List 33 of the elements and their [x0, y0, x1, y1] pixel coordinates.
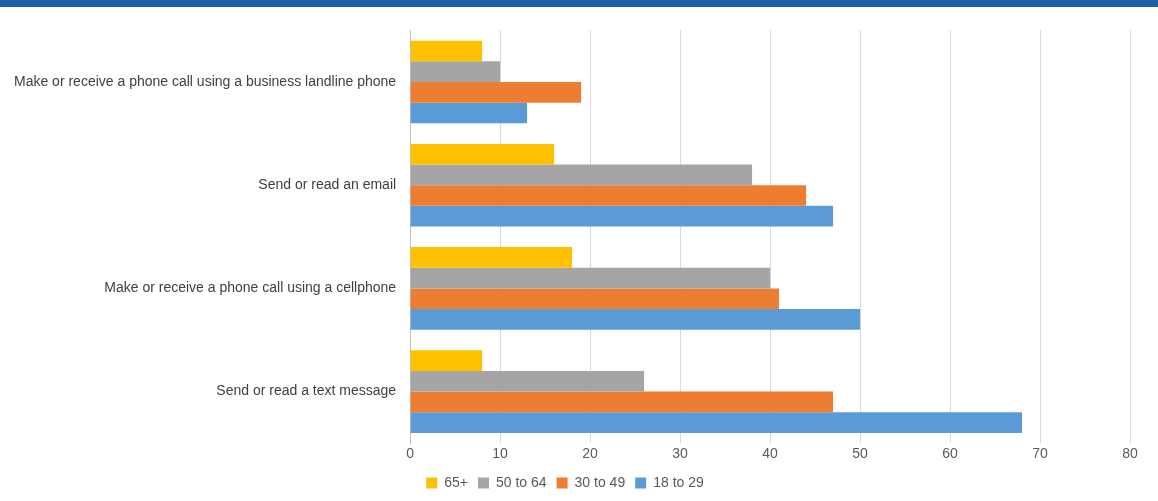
bar [410, 102, 528, 124]
y-tick-label: Make or receive a phone call using a business landline phone [14, 72, 397, 89]
x-tick-label: 10 [492, 445, 509, 462]
x-tick-label: 20 [582, 445, 599, 462]
x-tick-label: 60 [942, 445, 959, 462]
legend-label: 50 to 64 [495, 473, 547, 490]
bar [410, 267, 771, 289]
y-tick-label: Send or read a text message [216, 382, 397, 399]
bar [410, 40, 483, 62]
legend-label: 65+ [444, 473, 468, 490]
bar [410, 412, 1023, 433]
bar [410, 82, 582, 103]
y-tick-label: Make or receive a phone call using a cellphone [104, 279, 397, 296]
y-tick-label: Send or read an email [258, 176, 397, 193]
bar [410, 391, 834, 413]
bar [410, 143, 555, 165]
bar [410, 164, 753, 186]
bar [410, 185, 807, 206]
x-tick-label: 0 [406, 445, 415, 462]
bar [410, 205, 834, 227]
bar [410, 61, 501, 82]
x-tick-label: 40 [762, 445, 779, 462]
bar [410, 309, 861, 330]
x-tick-label: 80 [1122, 445, 1138, 462]
x-tick-label: 30 [672, 445, 689, 462]
bar [410, 247, 573, 268]
bar [410, 288, 780, 310]
x-tick-label: 50 [852, 445, 869, 462]
legend-label: 30 to 49 [574, 473, 626, 490]
bar [410, 350, 483, 371]
x-tick-label: 70 [1032, 445, 1049, 462]
legend-label: 18 to 29 [653, 473, 704, 490]
bar [410, 370, 645, 392]
